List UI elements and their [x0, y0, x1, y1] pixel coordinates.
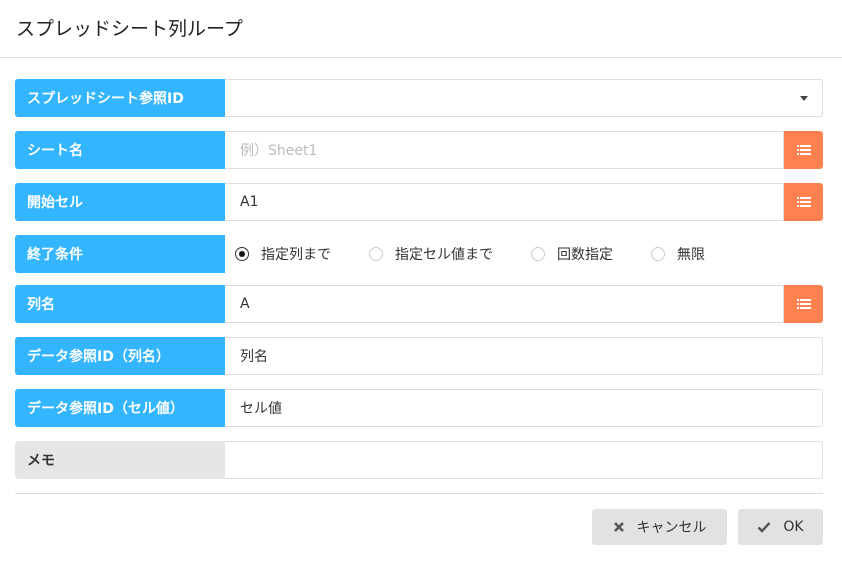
field-label: データ参照ID（セル値） [15, 389, 225, 427]
close-icon [613, 522, 624, 532]
field-spreadsheet-id: スプレッドシート参照ID [15, 79, 823, 117]
field-label: 終了条件 [15, 235, 225, 273]
radio-unchecked[interactable] [651, 247, 665, 261]
divider [15, 493, 823, 494]
divider [0, 57, 842, 58]
radio-checked[interactable] [235, 247, 249, 261]
ok-button[interactable]: OK [738, 509, 823, 545]
dialog-title: スプレッドシート列ループ [16, 18, 243, 40]
field-data-ref-cell: データ参照ID（セル値） セル値 [15, 389, 823, 427]
column-name-picker-button[interactable] [784, 285, 823, 323]
field-column-name: 列名 A [15, 285, 823, 323]
field-data-ref-column: データ参照ID（列名） 列名 [15, 337, 823, 375]
caret-down-icon [800, 96, 808, 101]
field-label: シート名 [15, 131, 225, 169]
field-end-condition: 終了条件 指定列まで 指定セル値まで 回数指定 無限 [15, 235, 823, 273]
start-cell-picker-button[interactable] [784, 183, 823, 221]
cancel-button[interactable]: キャンセル [592, 509, 727, 545]
field-sheet-name: シート名 例）Sheet1 [15, 131, 823, 169]
data-ref-column-input[interactable]: 列名 [225, 337, 823, 375]
sheet-name-picker-button[interactable] [784, 131, 823, 169]
field-label: メモ [15, 441, 225, 479]
field-start-cell: 開始セル A1 [15, 183, 823, 221]
spreadsheet-id-select[interactable] [225, 79, 823, 117]
radio-infinite[interactable]: 無限 [651, 244, 705, 264]
radio-count[interactable]: 回数指定 [531, 244, 613, 264]
end-condition-radio-group: 指定列まで 指定セル値まで 回数指定 無限 [225, 235, 823, 273]
radio-unchecked[interactable] [531, 247, 545, 261]
check-icon [758, 522, 771, 533]
start-cell-input[interactable]: A1 [225, 183, 784, 221]
field-label: データ参照ID（列名） [15, 337, 225, 375]
data-ref-cell-input[interactable]: セル値 [225, 389, 823, 427]
field-label: スプレッドシート参照ID [15, 79, 225, 117]
radio-until-cell-value[interactable]: 指定セル値まで [369, 244, 493, 264]
sheet-name-input[interactable]: 例）Sheet1 [225, 131, 784, 169]
memo-input[interactable] [225, 441, 823, 479]
radio-until-column[interactable]: 指定列まで [235, 244, 331, 264]
radio-unchecked[interactable] [369, 247, 383, 261]
list-icon [796, 145, 811, 155]
list-icon [796, 197, 811, 207]
column-name-input[interactable]: A [225, 285, 784, 323]
field-memo: メモ [15, 441, 823, 479]
field-label: 開始セル [15, 183, 225, 221]
list-icon [796, 299, 811, 309]
field-label: 列名 [15, 285, 225, 323]
